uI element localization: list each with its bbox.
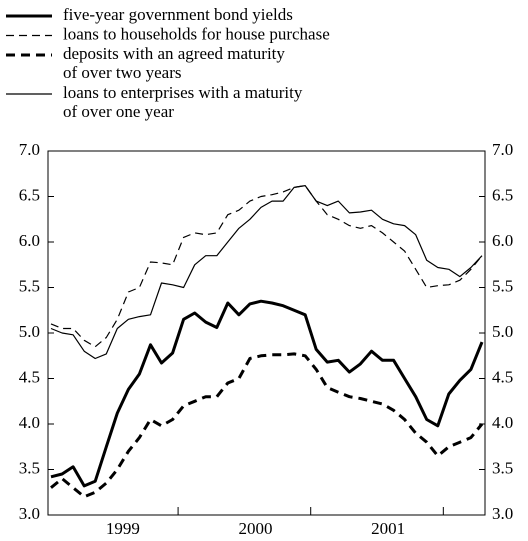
legend-label: loans to households for house purchase — [63, 24, 330, 43]
y2-tick-label: 5.5 — [492, 276, 513, 295]
plot-frame — [47, 150, 486, 516]
y-tick-label: 6.0 — [19, 231, 40, 250]
legend-label: five-year government bond yields — [63, 5, 293, 24]
y-tick-label: 4.5 — [19, 367, 40, 386]
y2-tick-label: 6.0 — [492, 231, 513, 250]
y2-tick-label: 5.0 — [492, 322, 513, 341]
y-tick-label: 5.0 — [19, 322, 40, 341]
y2-tick-label: 4.5 — [492, 367, 513, 386]
y-tick-label: 3.5 — [19, 458, 40, 477]
y2-tick-label: 4.0 — [492, 413, 513, 432]
x-tick-label: 2000 — [238, 519, 272, 538]
y-tick-label: 4.0 — [19, 413, 40, 432]
y2-tick-label: 7.0 — [492, 140, 513, 159]
y-tick-label: 3.0 — [19, 504, 40, 523]
y2-tick-label: 3.0 — [492, 504, 513, 523]
series-line — [50, 185, 483, 360]
series-line — [50, 185, 483, 348]
series-line — [50, 352, 484, 499]
y-tick-label: 7.0 — [19, 140, 40, 159]
y2-tick-label: 6.5 — [492, 185, 513, 204]
x-tick-label: 1999 — [106, 519, 140, 538]
series-line — [50, 299, 484, 488]
legend-label: deposits with an agreed maturity of over … — [63, 44, 285, 82]
x-tick-label: 2001 — [371, 519, 405, 538]
legend-label: loans to enterprises with a maturity of o… — [63, 83, 303, 121]
y-tick-label: 6.5 — [19, 185, 40, 204]
y-tick-label: 5.5 — [19, 276, 40, 295]
y2-tick-label: 3.5 — [492, 458, 513, 477]
